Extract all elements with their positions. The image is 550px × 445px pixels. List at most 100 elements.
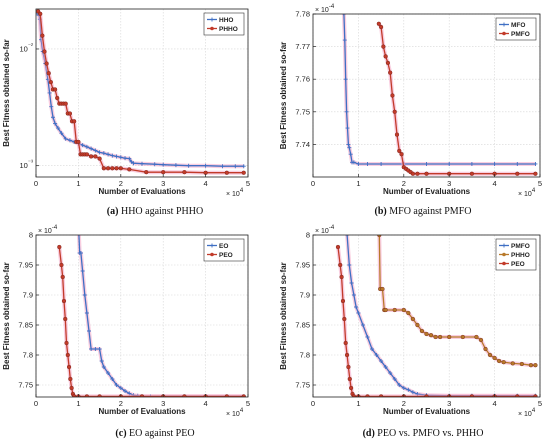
series-markers-phho xyxy=(36,9,246,175)
data-point xyxy=(428,333,434,338)
data-point xyxy=(65,352,70,358)
data-point xyxy=(38,11,43,16)
data-point xyxy=(93,347,98,351)
data-point xyxy=(76,139,81,144)
y-exponent-label: × 10-4 xyxy=(38,225,58,235)
y-axis-label: Best Fitness obtained so-far xyxy=(2,39,11,147)
data-point xyxy=(129,159,134,164)
data-point xyxy=(344,352,350,358)
chart-panel-4: 0 1 2 3 4 5 7.75 7.8 7.85 7.9 7.95 8 × 10-4 × 104 Numb… xyxy=(279,225,542,439)
axes-frame xyxy=(312,13,541,178)
legend-box xyxy=(203,238,245,262)
data-point xyxy=(349,385,354,391)
data-point xyxy=(101,365,106,369)
legend-label: PHHO xyxy=(511,252,530,259)
x-tick-label: 4 xyxy=(493,399,497,408)
series-line-hho xyxy=(37,13,244,167)
data-point xyxy=(224,170,229,175)
y-tick-label: 7.9 xyxy=(300,291,310,300)
data-point xyxy=(61,298,67,304)
data-point xyxy=(68,376,73,382)
data-point xyxy=(50,115,55,120)
data-point xyxy=(140,161,144,166)
data-point xyxy=(351,293,356,297)
legend-label: PMFO xyxy=(511,31,530,38)
data-point xyxy=(410,316,415,322)
data-point xyxy=(381,44,386,49)
data-point xyxy=(144,170,149,175)
data-point xyxy=(374,353,379,357)
x-tick-label: 5 xyxy=(246,399,250,408)
data-point xyxy=(46,71,51,76)
x-tick-label: 0 xyxy=(311,399,315,408)
x-tick-label: 2 xyxy=(402,179,406,188)
data-point xyxy=(415,322,420,328)
y-tick-label: 8 xyxy=(29,231,33,240)
data-point xyxy=(424,161,429,166)
data-point xyxy=(233,164,238,169)
data-point xyxy=(118,155,123,160)
data-point xyxy=(360,323,365,327)
data-point xyxy=(84,394,89,397)
data-point xyxy=(383,54,388,59)
data-point xyxy=(89,146,94,151)
legend-marker xyxy=(502,22,506,27)
data-point xyxy=(392,307,397,313)
data-point xyxy=(406,310,411,316)
x-tick-label: 5 xyxy=(246,179,250,188)
data-point xyxy=(515,171,520,176)
y-tick-label: 7.75 xyxy=(295,381,310,390)
data-point xyxy=(343,77,348,82)
legend-marker xyxy=(210,252,214,257)
data-point xyxy=(72,394,77,397)
data-point xyxy=(161,162,166,167)
x-tick-label: 0 xyxy=(34,399,38,408)
data-point xyxy=(60,274,65,280)
legend-marker xyxy=(502,243,506,248)
data-point xyxy=(114,154,119,159)
data-point xyxy=(379,161,384,166)
data-point xyxy=(347,145,352,150)
data-point xyxy=(388,371,393,375)
data-point xyxy=(380,286,385,292)
x-axis-label: Number of Evaluations xyxy=(98,187,186,196)
y-exponent-label: × 10-4 xyxy=(315,225,335,235)
data-point xyxy=(492,355,497,361)
data-point xyxy=(483,346,488,352)
data-point xyxy=(345,126,350,131)
x-tick-label: 0 xyxy=(311,179,315,188)
data-point xyxy=(354,305,359,309)
data-point xyxy=(347,263,352,267)
data-point xyxy=(348,152,353,157)
legend-box xyxy=(203,12,245,36)
data-point xyxy=(410,390,415,395)
data-point xyxy=(87,329,91,333)
data-point xyxy=(406,387,411,392)
data-point xyxy=(241,164,246,169)
legend-label: PHHO xyxy=(219,26,238,33)
x-tick-label: 4 xyxy=(204,179,208,188)
data-point xyxy=(93,148,98,153)
x-tick-label: 5 xyxy=(538,399,542,408)
y-tick-label: 7.85 xyxy=(18,321,33,330)
data-point xyxy=(401,307,406,313)
plot-area xyxy=(36,9,248,177)
data-point xyxy=(343,340,348,346)
data-point xyxy=(67,138,72,143)
x-tick-label: 3 xyxy=(447,399,451,408)
y-tick-label: 7.85 xyxy=(295,321,310,330)
data-point xyxy=(44,61,49,66)
y-axis-label: Best Fitness obtained so-far xyxy=(279,262,288,370)
data-point xyxy=(48,80,53,85)
data-point xyxy=(341,14,346,16)
legend-label: PEO xyxy=(511,261,525,268)
y-tick-label: 7.74 xyxy=(295,140,310,149)
data-point xyxy=(97,347,102,351)
data-point xyxy=(379,359,384,363)
series-line-phho xyxy=(378,235,536,366)
data-point xyxy=(460,334,465,340)
data-point xyxy=(424,171,429,176)
data-point xyxy=(515,394,520,397)
data-point xyxy=(344,109,349,114)
legend-label: PEO xyxy=(219,252,233,259)
